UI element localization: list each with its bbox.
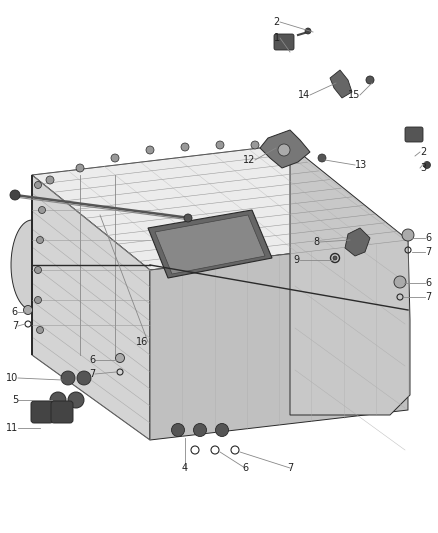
Circle shape [77,371,91,385]
Circle shape [35,266,42,273]
Circle shape [10,190,20,200]
Polygon shape [150,240,408,440]
Text: 7: 7 [89,369,95,379]
Text: 7: 7 [287,463,293,473]
Circle shape [318,154,326,162]
Text: 4: 4 [182,463,188,473]
Circle shape [35,182,42,189]
Circle shape [394,276,406,288]
Text: 8: 8 [314,237,320,247]
Text: 7: 7 [425,247,431,257]
FancyBboxPatch shape [31,401,53,423]
Text: 10: 10 [6,373,18,383]
Text: 7: 7 [425,292,431,302]
Circle shape [402,229,414,241]
Circle shape [46,176,54,184]
Circle shape [111,154,119,162]
Text: 9: 9 [294,255,300,265]
Circle shape [116,353,124,362]
Text: 6: 6 [242,463,248,473]
Text: 12: 12 [243,155,255,165]
Polygon shape [260,130,310,168]
Text: 6: 6 [425,278,431,288]
Text: 13: 13 [355,160,367,170]
Polygon shape [155,215,265,274]
Polygon shape [11,175,32,355]
Circle shape [146,146,154,154]
Text: 11: 11 [6,423,18,433]
Text: 16: 16 [136,337,148,347]
Polygon shape [345,228,370,256]
Circle shape [61,371,75,385]
Text: 6: 6 [89,355,95,365]
Circle shape [305,28,311,34]
Circle shape [172,424,184,437]
Polygon shape [32,145,408,270]
Circle shape [215,424,229,437]
Circle shape [68,392,84,408]
Circle shape [194,424,206,437]
Text: 3: 3 [420,163,426,173]
Text: 6: 6 [425,233,431,243]
Text: 14: 14 [298,90,310,100]
Text: 15: 15 [348,90,360,100]
Circle shape [278,144,290,156]
Circle shape [39,206,46,214]
Circle shape [216,141,224,149]
Text: 2: 2 [420,147,426,157]
Polygon shape [290,145,410,415]
Circle shape [50,392,66,408]
Text: 6: 6 [12,307,18,317]
Circle shape [333,256,337,260]
Circle shape [35,296,42,303]
Circle shape [36,237,43,244]
Text: 1: 1 [274,33,280,43]
Circle shape [366,76,374,84]
FancyBboxPatch shape [405,127,423,142]
Circle shape [76,164,84,172]
FancyBboxPatch shape [51,401,73,423]
Circle shape [251,141,259,149]
Polygon shape [32,175,150,440]
Text: 2: 2 [274,17,280,27]
Circle shape [181,143,189,151]
Circle shape [184,214,192,222]
Circle shape [36,327,43,334]
Polygon shape [148,210,272,278]
Circle shape [24,305,32,314]
Circle shape [424,161,431,168]
FancyBboxPatch shape [274,34,294,50]
Text: 7: 7 [12,321,18,331]
Text: 5: 5 [12,395,18,405]
Circle shape [266,144,274,152]
Polygon shape [330,70,352,98]
